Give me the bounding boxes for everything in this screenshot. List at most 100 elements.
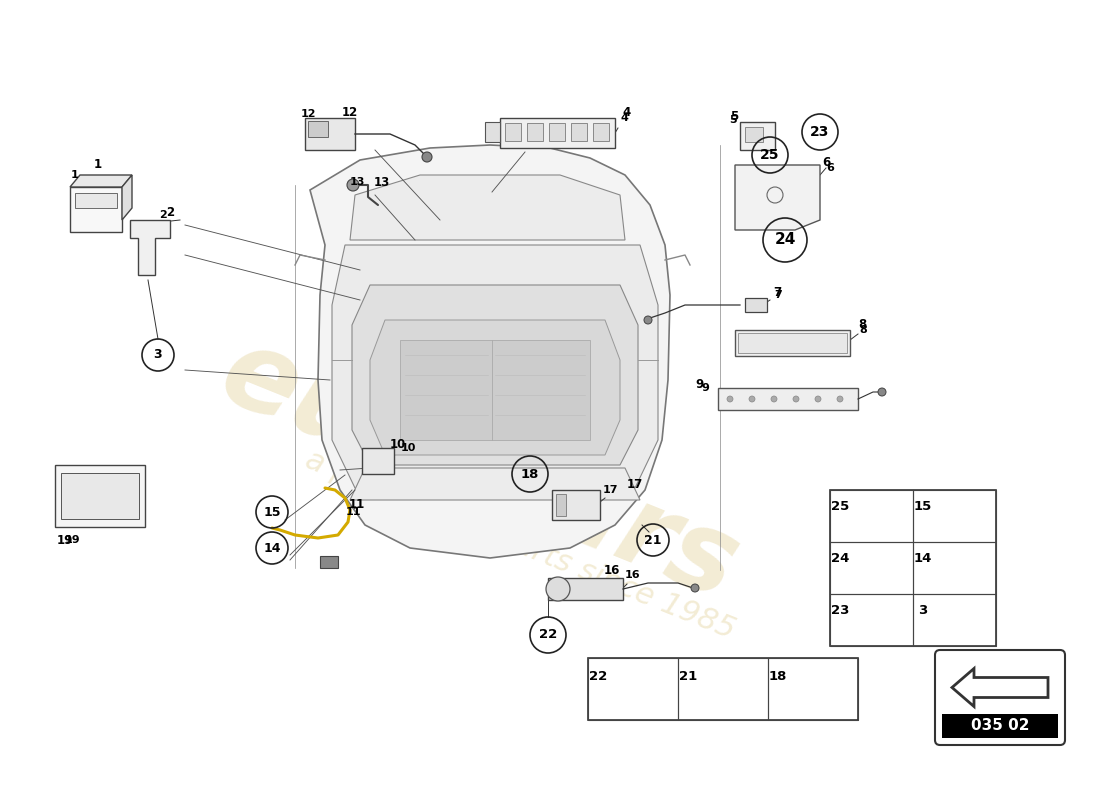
Text: 10: 10 [400,443,416,453]
Bar [588,658,858,720]
Bar [913,490,996,542]
Bar [735,330,850,356]
Text: 12: 12 [342,106,359,119]
Bar [400,340,590,440]
Bar [552,490,600,520]
Text: 19: 19 [65,535,80,545]
Bar [55,465,145,527]
Text: 24: 24 [830,551,849,565]
Text: 14: 14 [263,542,280,554]
Polygon shape [332,245,658,488]
Text: 9: 9 [701,383,708,393]
Bar [571,123,587,141]
Circle shape [771,396,777,402]
Text: 035 02: 035 02 [970,718,1030,734]
FancyBboxPatch shape [935,650,1065,745]
Circle shape [546,577,570,601]
Text: 24: 24 [774,233,795,247]
Bar [362,448,394,474]
Bar [485,122,501,142]
Bar [913,542,996,594]
Bar [305,118,355,150]
Text: 15: 15 [914,499,932,513]
Text: 17: 17 [603,485,618,495]
Polygon shape [952,669,1048,706]
Bar [745,298,767,312]
Polygon shape [350,175,625,240]
Bar [505,123,521,141]
Text: 21: 21 [679,670,697,682]
Bar [768,658,858,720]
Text: 13: 13 [374,177,390,190]
Bar [740,122,776,150]
Text: 22: 22 [588,670,607,682]
Bar [913,594,996,646]
Bar [593,123,609,141]
Bar [60,473,139,519]
Text: 23: 23 [811,125,829,139]
Polygon shape [70,175,132,187]
Bar [70,187,122,232]
Circle shape [815,396,821,402]
Text: 18: 18 [769,670,788,682]
Text: 13: 13 [350,177,365,187]
Bar [500,118,615,148]
Text: 7: 7 [773,286,781,298]
Circle shape [727,396,733,402]
Text: 9: 9 [696,378,704,391]
Text: eurocars: eurocars [206,318,754,622]
Text: 8: 8 [858,318,866,331]
Bar [549,123,565,141]
Circle shape [749,396,755,402]
Text: 1: 1 [72,170,79,180]
Text: 4: 4 [623,106,631,118]
Bar [308,121,328,137]
Bar [527,123,543,141]
Polygon shape [350,468,640,500]
Text: 18: 18 [520,467,539,481]
Polygon shape [122,175,132,220]
Bar [556,494,566,516]
Bar [830,542,913,594]
Text: 3: 3 [154,349,163,362]
Text: 25: 25 [830,499,849,513]
Circle shape [793,396,799,402]
Text: 14: 14 [914,551,932,565]
Polygon shape [735,165,820,230]
Polygon shape [310,145,670,558]
Text: 8: 8 [859,325,867,335]
Circle shape [422,152,432,162]
Bar [678,658,768,720]
Text: 5: 5 [730,110,738,123]
Text: 16: 16 [604,565,620,578]
Bar [75,193,117,208]
Bar [588,658,678,720]
Text: 4: 4 [620,113,628,123]
Text: 25: 25 [760,148,780,162]
Bar [738,333,847,353]
Bar [548,578,623,600]
Circle shape [691,584,698,592]
Circle shape [878,388,886,396]
Text: 22: 22 [539,629,557,642]
Text: 6: 6 [826,163,834,173]
Circle shape [644,316,652,324]
Text: 21: 21 [645,534,662,546]
Bar [745,127,763,142]
Text: 5: 5 [729,115,737,125]
Bar [830,490,913,542]
Text: 17: 17 [627,478,644,491]
Text: 10: 10 [389,438,406,451]
Polygon shape [370,320,620,455]
Bar [320,556,338,568]
Text: 23: 23 [830,603,849,617]
Text: 7: 7 [774,290,782,300]
Bar [942,714,1058,738]
Text: 11: 11 [349,498,365,511]
Text: 11: 11 [345,507,361,517]
Text: 6: 6 [822,157,830,170]
Text: 16: 16 [625,570,641,580]
Polygon shape [130,220,170,275]
Polygon shape [352,285,638,465]
Circle shape [346,179,359,191]
